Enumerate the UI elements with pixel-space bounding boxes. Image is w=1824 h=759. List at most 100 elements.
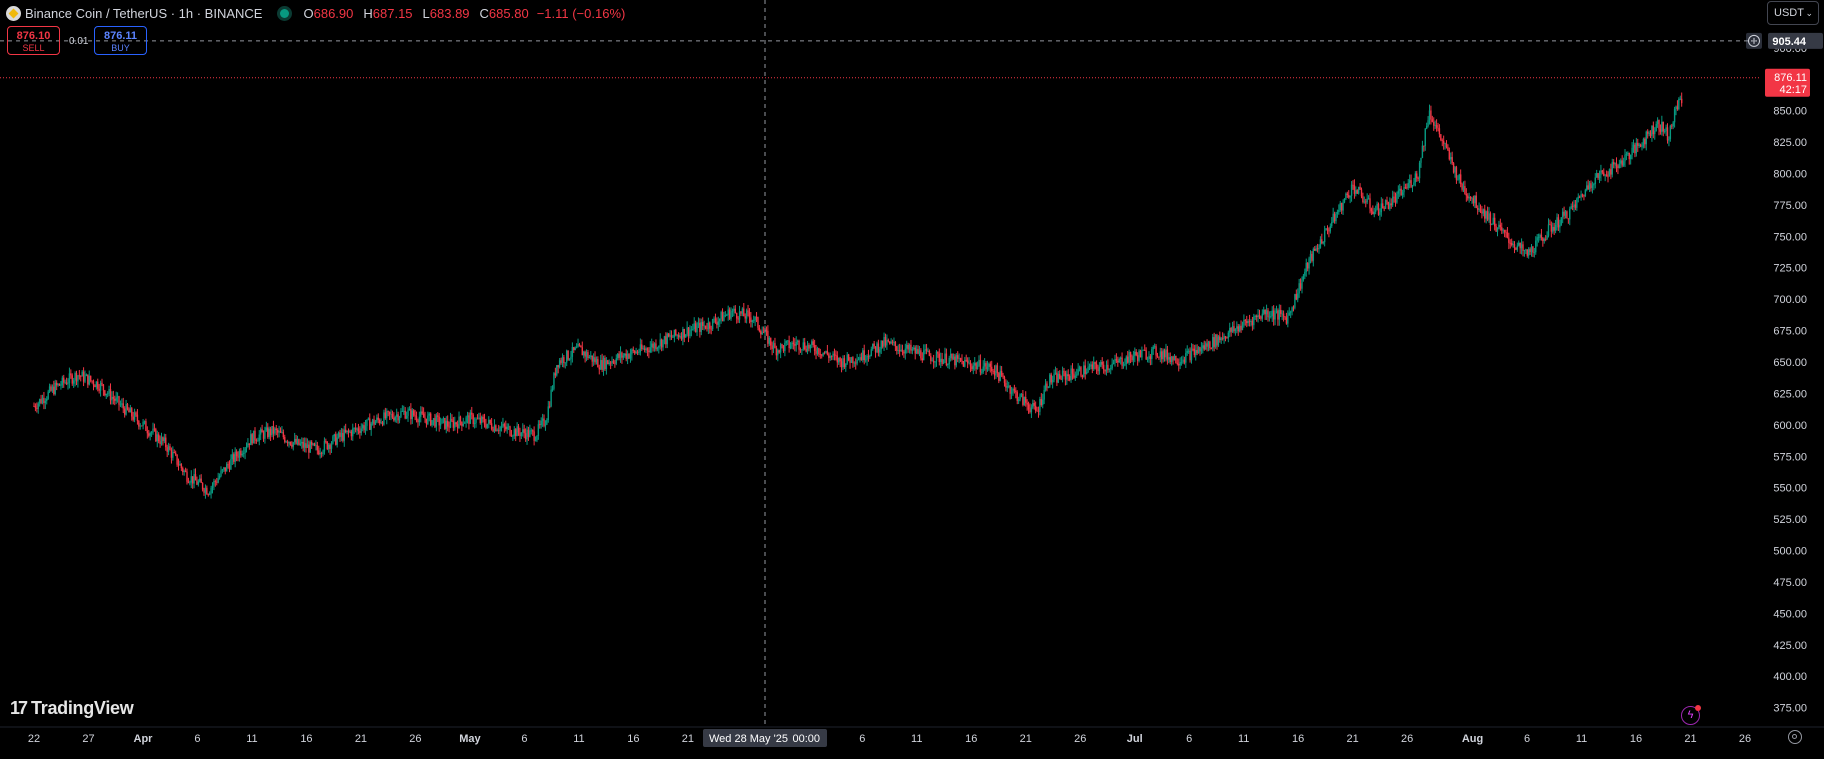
candle-body (88, 375, 90, 385)
candle-body (116, 396, 119, 398)
candle-body (1153, 346, 1156, 348)
candle-body (1098, 366, 1101, 372)
candle-body (306, 444, 309, 449)
candle-body (862, 350, 864, 361)
sell-button[interactable]: 876.10 SELL (7, 26, 60, 55)
candle-body (1166, 349, 1169, 360)
candle-body (1134, 351, 1136, 356)
candle-body (1270, 316, 1272, 317)
candle-body (1600, 170, 1602, 175)
time-tick-label: 21 (355, 733, 367, 745)
candle-body (1346, 193, 1349, 195)
candle-body (259, 429, 262, 435)
candle-body (1132, 355, 1135, 361)
candle-body (252, 430, 255, 444)
candle-body (614, 362, 616, 364)
lightning-icon[interactable]: ϟ (1681, 705, 1701, 725)
candle-body (268, 428, 270, 437)
candle-body (1365, 201, 1367, 203)
candle-body (707, 322, 710, 330)
candle-body (777, 350, 779, 356)
candle-body (751, 320, 753, 323)
candle-body (789, 346, 792, 349)
candle-body (1390, 203, 1392, 206)
currency-selector[interactable]: USDT ⌄ (1767, 1, 1819, 25)
candle-body (872, 343, 874, 350)
candle-body (1676, 106, 1679, 110)
candle-body (1584, 190, 1587, 197)
symbol-title[interactable]: Binance Coin / TetherUS · 1h · BINANCE (25, 5, 263, 21)
candle-body (332, 436, 334, 444)
time-tick-label: 16 (1292, 733, 1304, 745)
candle-body (1003, 377, 1006, 383)
candle-body (218, 476, 221, 479)
candle-body (309, 441, 311, 453)
candle-body (109, 389, 112, 401)
candle-body (153, 428, 156, 430)
candle-body (1349, 195, 1351, 198)
tradingview-mark-icon: 17 (10, 698, 28, 718)
candle-body (1355, 190, 1357, 194)
candle-body (1425, 126, 1428, 129)
candle-body (1442, 140, 1445, 144)
buy-button[interactable]: 876.11 BUY (94, 26, 147, 55)
market-status-icon[interactable] (280, 8, 290, 18)
candle-body (378, 419, 381, 424)
candle-body (1287, 315, 1289, 324)
candle-body (931, 360, 933, 362)
candle-body (234, 451, 236, 462)
candle-body (507, 426, 510, 428)
candle-body (728, 309, 731, 319)
candle-body (1505, 232, 1507, 234)
candle-body (658, 346, 660, 348)
candle-body (918, 350, 921, 354)
candle-body (1238, 325, 1241, 332)
candle-body (225, 464, 228, 472)
candle-body (563, 357, 565, 363)
candle-body (1366, 198, 1368, 203)
candle-body (714, 318, 717, 323)
spread-value: 0.01 (69, 36, 89, 47)
candle-body (438, 416, 440, 426)
candle-body (745, 310, 748, 319)
candle-body (1467, 195, 1469, 199)
candle-body (339, 432, 341, 437)
candle-body (1104, 369, 1106, 372)
candle-body (652, 343, 654, 349)
candle-body (864, 359, 867, 361)
candle-body (238, 450, 241, 458)
candle-body (901, 349, 904, 353)
candle-body (312, 443, 314, 445)
candle-body (414, 415, 416, 417)
candle-body (755, 317, 758, 318)
candle-body (833, 353, 836, 356)
candle-body (1247, 320, 1249, 324)
gear-icon[interactable] (1788, 730, 1802, 744)
candle-body (840, 361, 843, 368)
candle-body (1060, 378, 1062, 380)
candle-body (427, 415, 429, 424)
candle-body (1574, 204, 1577, 208)
candle-body (257, 440, 259, 442)
candle-body (265, 427, 268, 431)
candle-body (1384, 200, 1387, 209)
candle-body (267, 427, 269, 437)
candle-body (1651, 125, 1653, 136)
time-tick-label: 22 (28, 733, 40, 745)
candle-body (747, 310, 749, 312)
tradingview-logo[interactable]: 17 TradingView (10, 698, 134, 719)
candle-body (54, 382, 56, 395)
candle-body (573, 347, 575, 350)
candle-body (1012, 388, 1014, 393)
candle-body (690, 329, 693, 331)
candle-body (534, 440, 537, 442)
candle-body (1339, 202, 1341, 211)
candle-body (97, 381, 99, 389)
candle-body (726, 314, 728, 316)
candle-body (731, 310, 734, 313)
candle-body (823, 352, 826, 354)
candle-body (162, 437, 164, 442)
candle-body (1125, 356, 1128, 365)
